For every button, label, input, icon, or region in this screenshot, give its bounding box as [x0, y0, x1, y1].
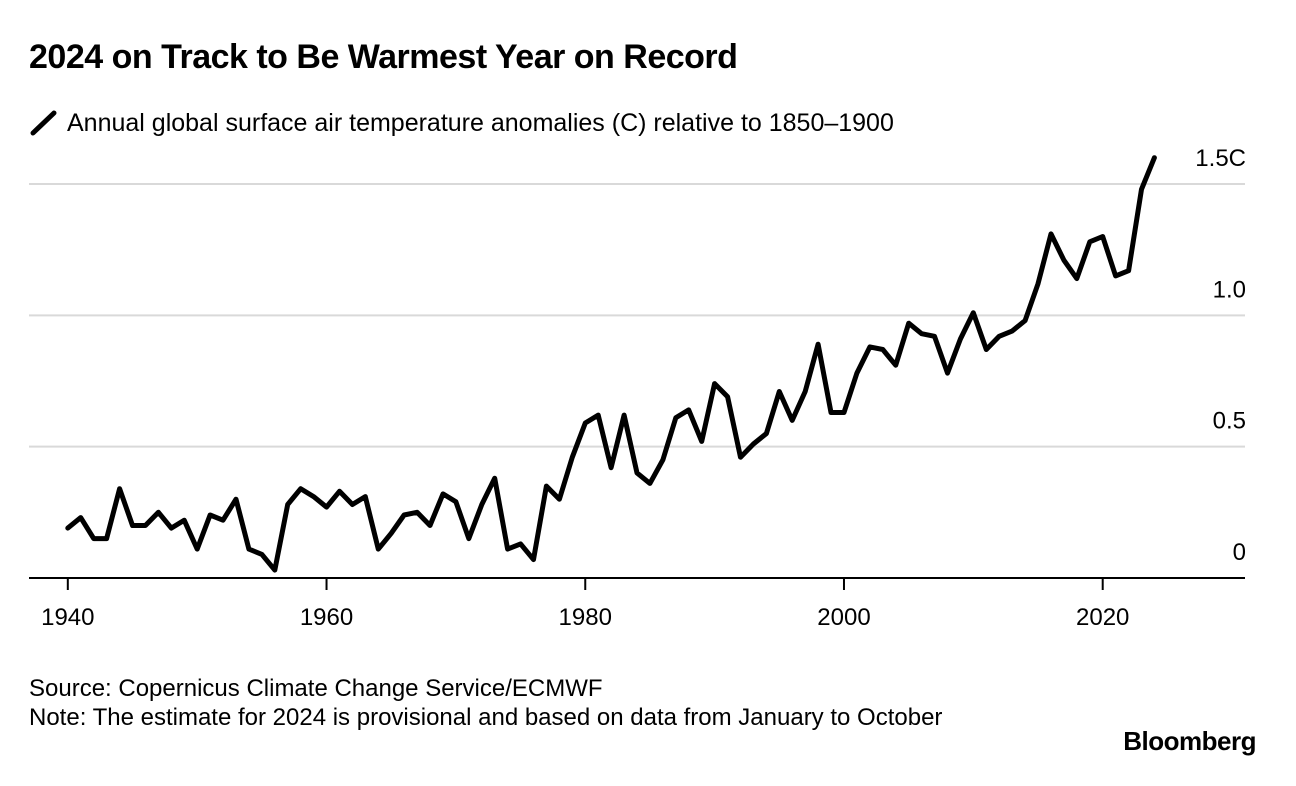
x-tick-label: 1960	[300, 604, 353, 631]
chart-title: 2024 on Track to Be Warmest Year on Reco…	[29, 38, 738, 76]
y-tick-label: 0	[1233, 539, 1246, 566]
x-tick-label: 1940	[41, 604, 94, 631]
source-note: Source: Copernicus Climate Change Servic…	[29, 675, 603, 702]
legend: Annual global surface air temperature an…	[29, 106, 894, 140]
y-tick-label: 0.5	[1213, 408, 1246, 435]
footnote: Note: The estimate for 2024 is provision…	[29, 704, 943, 731]
legend-line-icon	[30, 110, 57, 136]
x-tick-label: 2020	[1076, 604, 1129, 631]
footer: Source: Copernicus Climate Change Servic…	[29, 674, 989, 732]
y-tick-label: 1.0	[1213, 276, 1246, 303]
x-tick-label: 1980	[559, 604, 612, 631]
series-line-temperature-anomaly	[65, 155, 1157, 573]
brand-logo: Bloomberg	[1123, 726, 1256, 756]
y-tick-label: 1.5C	[1195, 145, 1246, 172]
x-tick-label: 2000	[817, 604, 870, 631]
legend-label: Annual global surface air temperature an…	[67, 108, 894, 137]
